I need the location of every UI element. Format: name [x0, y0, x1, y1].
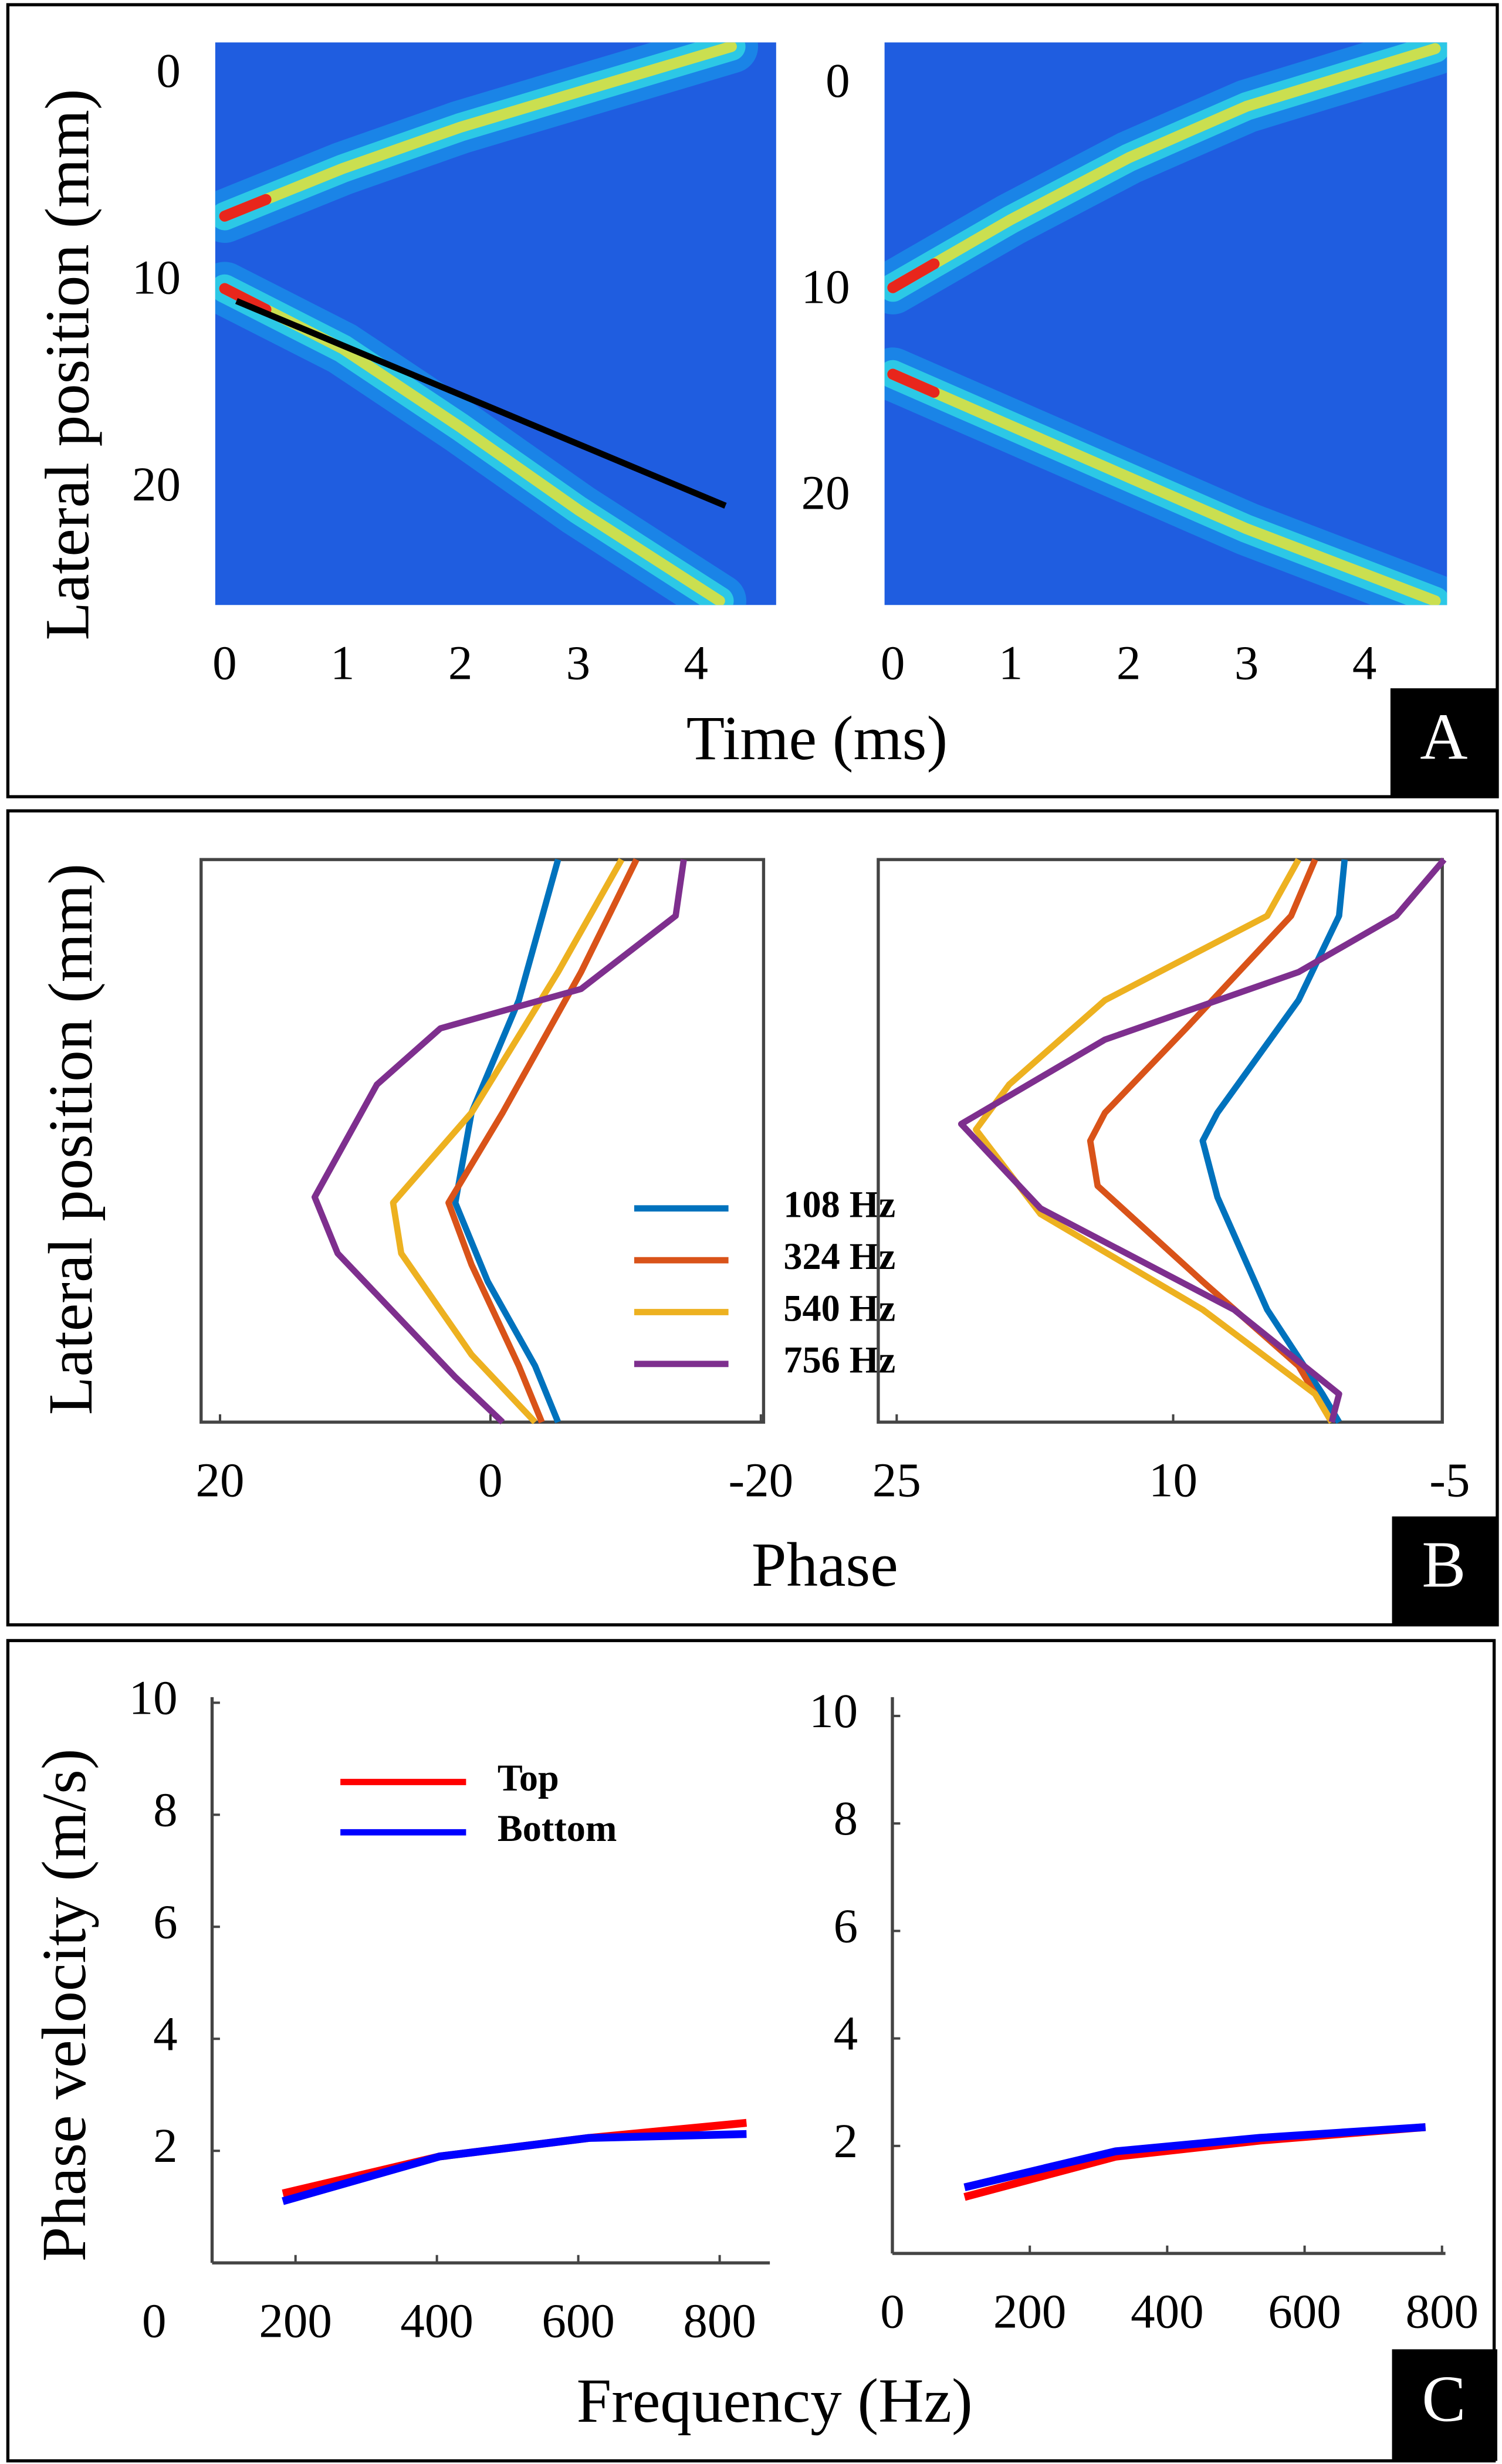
y-tick-label: 0 [826, 53, 850, 107]
plot-frame [199, 858, 766, 1424]
data-line [958, 857, 1447, 1423]
y-tick-label: 8 [834, 1791, 858, 1845]
x-tick-label: 400 [400, 2293, 473, 2347]
y-tick-label: 8 [153, 1782, 178, 1836]
data-line [390, 858, 625, 1424]
x-tick-label: -5 [1429, 1453, 1470, 1507]
ridge-peak [219, 194, 272, 222]
y-axis-label: Lateral position (mm) [36, 864, 106, 1415]
y-tick-label: 6 [834, 1898, 858, 1952]
y-tick-label: 4 [834, 2006, 858, 2060]
x-tick-label: 20 [196, 1453, 245, 1507]
x-tick-label: 2 [448, 635, 473, 689]
ridge-peak [219, 283, 272, 316]
y-tick-label: 10 [132, 250, 181, 304]
x-tick-label: 25 [872, 1453, 921, 1507]
data-line [282, 2130, 747, 2205]
data-line [452, 858, 561, 1424]
x-tick-label: 0 [212, 635, 237, 689]
x-tick-label: 4 [684, 635, 709, 689]
panel-letter: C [1422, 2363, 1466, 2436]
ridge-peak [887, 368, 940, 398]
x-tick-label: 800 [683, 2293, 756, 2347]
x-tick-label: 600 [542, 2293, 615, 2347]
panel-frame [6, 1639, 1496, 2463]
x-tick-label: 200 [259, 2293, 332, 2347]
x-tick-label: 400 [1131, 2284, 1204, 2338]
x-axis-label: Phase [752, 1531, 898, 1600]
x-tick-label: 3 [566, 635, 591, 689]
panel-letter-box [1392, 1516, 1497, 1625]
y-tick-label: 2 [153, 2118, 178, 2172]
x-axis-label: Frequency (Hz) [577, 2367, 973, 2436]
panel-frame [6, 809, 1499, 1627]
y-tick-label: 10 [809, 1684, 858, 1738]
x-tick-label: 1 [999, 635, 1023, 689]
x-tick-label: 0 [881, 635, 905, 689]
x-tick-label: 600 [1268, 2284, 1341, 2338]
y-tick-label: 20 [132, 457, 181, 511]
x-tick-label: 4 [1352, 635, 1377, 689]
y-tick-label: 20 [801, 466, 850, 520]
y-tick-label: 4 [153, 2006, 178, 2060]
x-tick-label: 200 [993, 2284, 1067, 2338]
x-tick-label: 10 [1149, 1453, 1197, 1507]
x-tick-label: 0 [880, 2284, 905, 2338]
x-tick-label: -20 [728, 1453, 793, 1507]
y-axis-label: Phase velocity (m/s) [30, 1749, 99, 2262]
plot-frame [877, 858, 1444, 1424]
fit-line [235, 298, 727, 509]
x-axis-label: Time (ms) [686, 704, 948, 773]
ridge [887, 368, 1441, 605]
y-axis-label: Lateral position (mm) [33, 89, 102, 640]
x-tick-label: 800 [1405, 2284, 1479, 2338]
ridge-peak [887, 258, 940, 293]
legend-label: Bottom [498, 1808, 617, 1849]
x-tick-label: 2 [1117, 635, 1141, 689]
panel-letter: B [1422, 1528, 1466, 1601]
y-tick-label: 10 [801, 259, 850, 313]
data-line [445, 858, 640, 1424]
y-tick-label: 6 [153, 1894, 178, 1948]
y-tick-label: 10 [129, 1670, 178, 1724]
legend-label: Top [498, 1757, 559, 1799]
ridge [219, 42, 737, 222]
x-tick-label: 3 [1234, 635, 1259, 689]
ridge [887, 43, 1441, 293]
panel-letter-box [1390, 688, 1497, 797]
panel-letter: A [1420, 700, 1467, 773]
data-line [973, 858, 1335, 1424]
x-tick-label: 0 [142, 2293, 167, 2347]
panel-frame [6, 3, 1499, 798]
x-tick-label: 1 [330, 635, 355, 689]
data-line [311, 859, 687, 1424]
data-line [963, 2123, 1426, 2191]
panel-letter-box [1392, 2349, 1497, 2461]
y-tick-label: 0 [156, 43, 181, 97]
data-line [963, 2123, 1426, 2201]
x-tick-label: 0 [478, 1453, 503, 1507]
y-tick-label: 2 [834, 2114, 858, 2168]
